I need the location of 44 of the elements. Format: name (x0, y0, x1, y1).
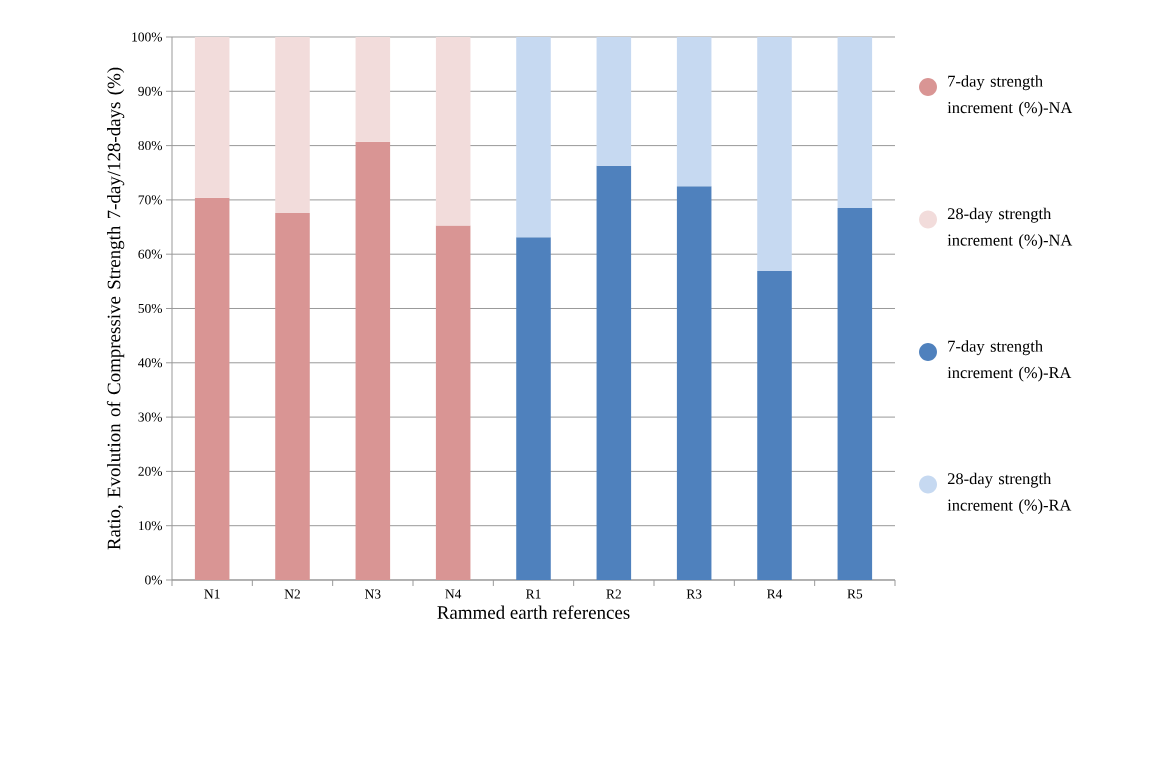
y-tick-label: 40% (138, 358, 163, 368)
y-tick-label: 20% (138, 466, 163, 476)
bar (676, 36, 712, 187)
x-tick-label: R5 (847, 589, 863, 599)
bar (355, 141, 391, 580)
x-tick-label: N4 (445, 589, 462, 599)
bar (516, 36, 551, 238)
bar (194, 197, 230, 580)
y-tick-label: 30% (138, 412, 163, 422)
legend-label: 7-day strength increment (%)-NA (947, 75, 1073, 117)
legend-label: 28-day strength increment (%)-RA (947, 472, 1072, 514)
bar (837, 36, 873, 209)
x-tick-label: N1 (204, 589, 220, 599)
y-tick-label: 80% (138, 141, 163, 151)
x-tick-label: N2 (284, 589, 300, 599)
legend-label: 7-day strength increment (%)-RA (947, 340, 1072, 382)
bar (275, 212, 310, 580)
x-tick-label: N3 (365, 589, 381, 599)
y-tick-label: 90% (138, 86, 163, 96)
bar (596, 36, 632, 166)
y-tick-label: 50% (138, 303, 163, 314)
x-tick-label: R1 (526, 589, 541, 599)
bar (194, 36, 230, 198)
bar (275, 36, 310, 213)
y-tick-label: 0% (145, 575, 163, 585)
bar (596, 165, 632, 580)
y-tick-label: 60% (138, 249, 163, 259)
bar (757, 36, 792, 272)
bar (355, 36, 391, 142)
y-tick-label: 70% (138, 195, 163, 205)
x-tick-label: R3 (686, 589, 702, 599)
y-tick-label: 10% (139, 521, 163, 531)
bar (676, 186, 712, 580)
x-axis-title: Rammed earth references (437, 605, 630, 619)
bar (435, 36, 471, 226)
legend-label: 28-day strength increment (%)-NA (947, 207, 1073, 249)
bar (837, 208, 873, 580)
x-tick-label: R2 (606, 589, 621, 599)
y-axis-title: Ratio, Evolution of Compressive Strength 7-day/128-days (%) (106, 67, 125, 550)
bar (435, 225, 471, 580)
y-tick-label: 100% (132, 32, 163, 42)
bar (516, 237, 551, 580)
x-tick-label: R4 (767, 589, 783, 599)
bar (757, 271, 792, 580)
